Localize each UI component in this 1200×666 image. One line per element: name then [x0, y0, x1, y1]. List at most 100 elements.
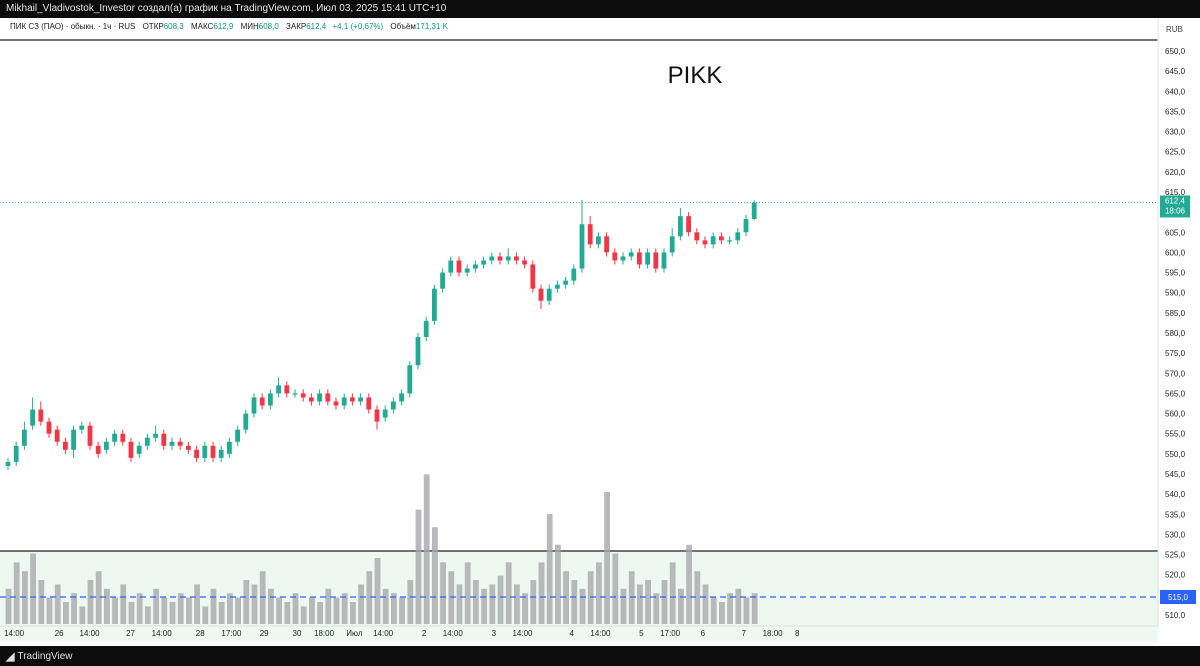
candle-body [448, 260, 454, 273]
candle-body [407, 365, 413, 394]
candle-body [669, 236, 675, 253]
price-tick-label: 550,0 [1165, 450, 1186, 459]
candle-body [374, 409, 380, 422]
time-tick-label: 3 [492, 629, 497, 638]
volume-bar [13, 562, 20, 624]
time-tick-label: 26 [55, 629, 64, 638]
volume-bar [5, 588, 12, 624]
volume-bar [317, 602, 323, 624]
volume-bar [136, 593, 143, 624]
candle-body [30, 409, 35, 426]
volume-bar [489, 584, 496, 624]
price-tick-label: 595,0 [1165, 269, 1186, 278]
candle-body [120, 433, 126, 442]
candle-body [104, 441, 109, 450]
volume-bar [620, 588, 627, 624]
candle-body [751, 202, 757, 219]
candle-body [210, 445, 216, 458]
tradingview-logo[interactable]: ◢ TradingView [6, 650, 73, 663]
candle-body [284, 385, 290, 394]
time-tick-label: 30 [293, 629, 302, 638]
chart-area[interactable] [0, 18, 1200, 646]
volume-zone [0, 551, 1158, 641]
candle-body [202, 445, 208, 458]
time-tick-label: 14:00 [512, 629, 533, 638]
candle-body [177, 441, 183, 446]
time-tick-label: 14:00 [152, 629, 173, 638]
volume-bar [341, 593, 348, 624]
candle-body [743, 218, 749, 233]
volume-bar [325, 588, 332, 624]
time-tick-label: 28 [196, 629, 205, 638]
volume-bar [202, 606, 209, 624]
high-label: МАКС [190, 22, 214, 31]
volume-bar [227, 593, 233, 624]
price-tick-label: 510,0 [1165, 611, 1186, 620]
chart-annotation-text[interactable]: PIKK [668, 62, 723, 89]
candle-body [735, 232, 741, 241]
level-price-label: 515,0 [1168, 593, 1189, 602]
volume-bar [751, 593, 758, 624]
price-tick-label: 555,0 [1165, 430, 1186, 439]
candle-body [333, 401, 339, 406]
price-tick-label: 560,0 [1165, 410, 1186, 419]
volume-bar [276, 597, 282, 624]
volume-bar [333, 597, 340, 624]
volume-bar [382, 588, 389, 624]
candle-body [194, 449, 199, 458]
volume-bar [432, 527, 438, 624]
volume-bar [169, 602, 176, 624]
volume-bar [522, 593, 528, 624]
time-tick-label: 27 [126, 629, 135, 638]
price-tick-label: 530,0 [1165, 530, 1186, 539]
candle-body [186, 445, 191, 450]
time-tick-label: 14:00 [4, 629, 25, 638]
volume-bar [719, 602, 725, 624]
time-tick-label: 8 [795, 629, 800, 638]
candle-body [63, 441, 68, 450]
last-price-value: 612,4 [1165, 196, 1186, 205]
price-tick-label: 620,0 [1165, 168, 1186, 177]
candle-body [563, 280, 568, 285]
candle-body [538, 288, 544, 301]
tradingview-brand-text: TradingView [17, 651, 73, 662]
change-value: +4,1 (+0,67%) [332, 22, 384, 31]
candle-body [366, 397, 372, 410]
price-chart[interactable]: 650,0 645,0 640,0 635,0 630,0 625,0 620,0 615,0… [0, 18, 1200, 646]
high-value: 612,9 [213, 22, 234, 31]
time-axis[interactable]: 14:00 26 14:00 27 14:00 28 17:00 29 30 18:00 Июл 14… [4, 629, 800, 638]
volume-bar [177, 593, 184, 624]
volume-bar [555, 544, 561, 624]
candle-body [391, 401, 396, 410]
candle-body [686, 216, 691, 233]
candle-body [268, 393, 273, 406]
price-tick-label: 645,0 [1165, 67, 1186, 76]
tradingview-mark-icon: ◢ [6, 651, 15, 663]
time-tick-label: 6 [701, 629, 706, 638]
volume-bar [235, 597, 241, 624]
volume-bar [243, 580, 250, 624]
price-tick-label: 525,0 [1165, 551, 1186, 560]
volume-bar [612, 553, 619, 624]
candle-body [514, 256, 519, 261]
candle-body [128, 441, 134, 458]
volume-bar [702, 584, 709, 624]
volume-bar [604, 492, 610, 624]
last-price-countdown: 18:06 [1165, 206, 1186, 215]
candle-body [145, 437, 150, 446]
volume-bar [63, 602, 69, 624]
candle-body [136, 445, 142, 454]
volume-bar [546, 514, 553, 624]
candle-body [464, 268, 470, 273]
candle-body [87, 425, 93, 446]
volume-bar [735, 588, 742, 624]
time-tick-label: 2 [422, 629, 427, 638]
price-tick-label: 585,0 [1165, 309, 1186, 318]
low-value: 608,0 [258, 22, 279, 31]
price-axis[interactable]: 650,0 645,0 640,0 635,0 630,0 625,0 620,0 615,0… [1165, 47, 1186, 620]
volume-bar [210, 588, 217, 624]
volume-bar [686, 544, 692, 624]
open-label: ОТКР [142, 22, 164, 31]
candle-body [710, 236, 716, 245]
volume-bar [104, 588, 110, 624]
